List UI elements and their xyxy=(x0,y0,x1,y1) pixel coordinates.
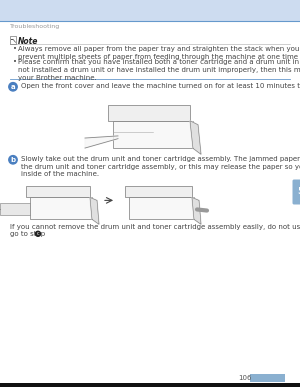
Bar xyxy=(0,203,30,215)
Text: 5: 5 xyxy=(297,187,300,197)
Circle shape xyxy=(9,156,17,164)
FancyBboxPatch shape xyxy=(129,197,194,219)
Polygon shape xyxy=(190,121,201,154)
Text: •: • xyxy=(13,46,17,52)
Text: c: c xyxy=(37,231,39,236)
Bar xyxy=(10,36,16,44)
Circle shape xyxy=(9,82,17,91)
Text: a: a xyxy=(11,84,15,90)
Bar xyxy=(238,374,260,382)
Text: •: • xyxy=(13,59,17,65)
Text: Always remove all paper from the paper tray and straighten the stack when you ad: Always remove all paper from the paper t… xyxy=(18,46,300,60)
Text: Slowly take out the drum unit and toner cartridge assembly. The jammed paper may: Slowly take out the drum unit and toner … xyxy=(21,156,300,177)
Text: If you cannot remove the drum unit and toner cartridge assembly easily, do not u: If you cannot remove the drum unit and t… xyxy=(10,224,300,230)
FancyBboxPatch shape xyxy=(125,186,192,197)
FancyBboxPatch shape xyxy=(113,121,193,148)
FancyBboxPatch shape xyxy=(26,186,90,197)
Bar xyxy=(0,383,300,387)
Text: Troubleshooting: Troubleshooting xyxy=(10,24,60,29)
Text: 106: 106 xyxy=(238,375,251,381)
Text: Note: Note xyxy=(18,37,38,46)
Circle shape xyxy=(35,231,40,236)
Text: Open the front cover and leave the machine turned on for at least 10 minutes to : Open the front cover and leave the machi… xyxy=(21,83,300,89)
Bar xyxy=(250,374,285,382)
Polygon shape xyxy=(192,197,201,224)
Bar xyxy=(0,0,300,21)
Polygon shape xyxy=(90,197,99,224)
Text: Please confirm that you have installed both a toner cartridge and a drum unit in: Please confirm that you have installed b… xyxy=(18,59,300,81)
FancyBboxPatch shape xyxy=(292,180,300,204)
Text: b: b xyxy=(11,157,16,163)
FancyBboxPatch shape xyxy=(30,197,92,219)
FancyBboxPatch shape xyxy=(108,105,190,121)
Text: go to step: go to step xyxy=(10,231,45,237)
Bar xyxy=(11,39,13,40)
Polygon shape xyxy=(85,136,118,148)
